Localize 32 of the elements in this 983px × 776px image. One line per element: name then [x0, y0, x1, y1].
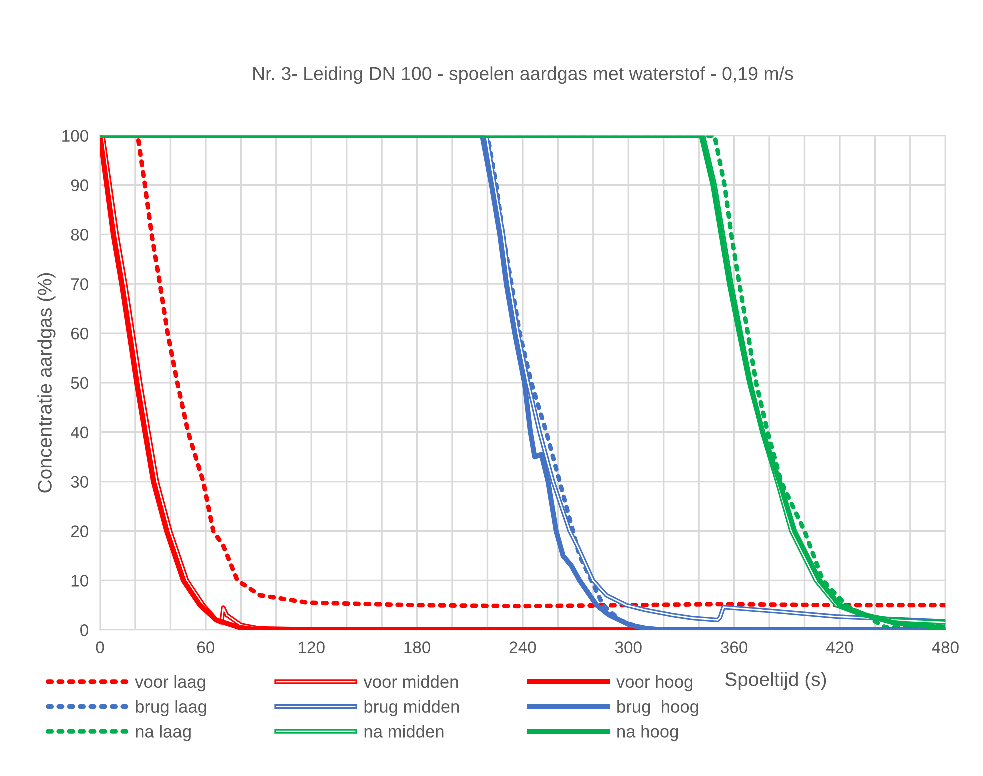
x-tick-label: 420 [826, 642, 854, 654]
legend-label: na midden [364, 725, 444, 738]
y-tick-label: 40 [71, 426, 89, 439]
legend-label: brug hoog [618, 700, 698, 716]
legend-label: voor midden [364, 675, 458, 688]
x-tick-label: 300 [615, 642, 642, 654]
chart-title: Nr. 3- Leiding DN 100 - spoelen aardgas met waterstof - 0,19 m/s [254, 66, 794, 84]
x-tick-label: 480 [932, 642, 959, 654]
y-tick-label: 50 [71, 377, 89, 390]
legend-label: brug laag [136, 700, 206, 716]
y-tick-label: 80 [71, 229, 89, 241]
x-tick-label: 180 [404, 642, 431, 654]
y-tick-label: 30 [71, 476, 89, 488]
x-axis-title: Spoeltijd (s) [726, 672, 826, 690]
legend-label: na hoog [618, 725, 678, 742]
y-tick-label: 60 [71, 328, 89, 340]
y-tick-label: 0 [80, 624, 89, 636]
x-tick-label: 360 [721, 642, 748, 654]
legend-label: na laag [136, 725, 191, 742]
x-tick-label: 240 [510, 642, 536, 654]
y-tick-label: 100 [62, 130, 89, 142]
x-tick-label: 120 [298, 642, 325, 654]
legend-label: voor laag [135, 675, 206, 692]
y-tick-label: 70 [71, 278, 89, 290]
x-tick-label: 0 [96, 642, 104, 654]
y-tick-label: 90 [71, 180, 89, 192]
y-tick-label: 20 [71, 526, 89, 538]
y-tick-label: 10 [72, 575, 89, 587]
y-axis-title: Concentratie aardgas (%) [38, 273, 56, 493]
legend-label: brug midden [364, 700, 460, 716]
legend-label: voor hoog [616, 675, 693, 692]
x-tick-label: 60 [198, 642, 215, 654]
